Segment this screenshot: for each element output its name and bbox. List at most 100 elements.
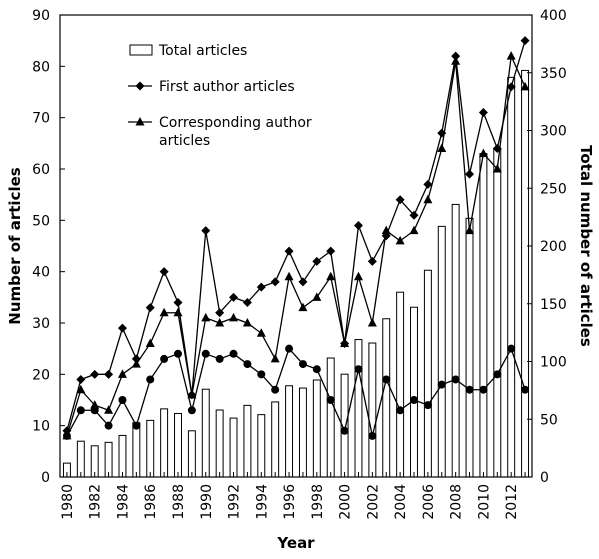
circle-marker-1985 [132, 421, 141, 430]
total-bar-2012 [507, 76, 516, 478]
total-bar-1994 [257, 414, 266, 478]
legend-label-corresponding-2: articles [159, 133, 210, 149]
total-bar-1983 [104, 441, 113, 478]
x-tick-label: 1984 [115, 484, 131, 520]
right-axis-title: Total number of articles [577, 145, 595, 347]
diamond-marker-1994 [256, 282, 266, 292]
diamond-marker-2005 [409, 210, 419, 220]
diamond-marker-1986 [145, 303, 155, 313]
triangle-marker-1987 [159, 307, 169, 317]
triangle-marker-2007 [437, 143, 447, 152]
diamond-marker-2001 [353, 220, 363, 230]
circle-marker-2002 [368, 431, 377, 440]
triangle-marker-1999 [326, 271, 336, 281]
total-bar-1998 [312, 379, 321, 478]
total-bar-2011 [493, 148, 502, 478]
diamond-marker-1991 [215, 308, 225, 318]
right-tick-label: 250 [540, 181, 567, 197]
triangle-marker-2006 [423, 194, 433, 204]
diamond-marker-2002 [367, 256, 377, 266]
triangle-marker-2002 [367, 318, 377, 327]
triangle-marker-2000 [340, 338, 350, 348]
diamond-marker-2004 [395, 195, 405, 205]
total-bar-1991 [215, 409, 224, 478]
total-bar-1989 [187, 430, 196, 478]
circle-marker-1988 [174, 349, 182, 358]
diamond-marker-1997 [298, 277, 308, 287]
diamond-marker-2012 [506, 82, 516, 92]
total-bar-1997 [298, 387, 307, 478]
right-tick-label: 350 [540, 66, 567, 82]
circle-marker-1996 [285, 344, 294, 353]
circle-marker-1998 [312, 365, 321, 374]
x-tick-label: 1994 [254, 484, 270, 520]
triangle-marker-2001 [353, 271, 363, 281]
diamond-marker-2010 [478, 108, 488, 118]
total-bar-1995 [271, 401, 280, 478]
circle-marker-1999 [326, 396, 335, 404]
triangle-marker-1993 [242, 318, 252, 327]
triangle-marker-1982 [90, 400, 100, 409]
left-axis-ticks: 0 10 20 30 40 50 60 70 80 90 [32, 8, 65, 486]
right-tick-label: 150 [540, 297, 567, 313]
diamond-marker-1981 [76, 374, 86, 384]
diamond-marker-1983 [104, 369, 114, 379]
legend-marker-diamond [135, 81, 145, 91]
circle-marker-1997 [298, 360, 307, 369]
circle-marker-1993 [243, 360, 252, 369]
circle-marker-1994 [257, 370, 266, 379]
circle-marker-1990 [201, 349, 210, 358]
diamond-marker-1996 [284, 246, 294, 256]
diamond-marker-2011 [492, 143, 502, 153]
diamond-marker-1993 [242, 297, 252, 307]
triangle-marker-1992 [229, 312, 239, 322]
total-bar-1987 [160, 408, 169, 478]
circle-marker-1991 [215, 354, 224, 363]
total-bar-1999 [326, 357, 335, 478]
circle-marker-1984 [118, 396, 127, 404]
x-tick-label: 2010 [476, 484, 492, 520]
triangle-marker-2012 [506, 51, 516, 60]
circle-marker-1982 [90, 406, 99, 415]
x-tick-label: 1990 [199, 484, 215, 520]
total-bar-2004 [396, 291, 405, 478]
legend-label-first: First author articles [159, 79, 295, 95]
total-bar-2007 [437, 225, 446, 478]
circle-marker-2012 [507, 344, 516, 353]
x-tick-label: 2000 [338, 484, 354, 520]
diamond-marker-1992 [229, 292, 239, 302]
legend: Total articles First author articles Cor… [128, 43, 312, 149]
left-tick-label: 70 [32, 111, 50, 127]
triangle-marker-2008 [451, 56, 461, 65]
total-bar-1986 [146, 419, 155, 478]
x-axis-title: Year [276, 534, 315, 552]
diamond-marker-1995 [270, 277, 280, 287]
triangle-marker-1984 [117, 369, 127, 378]
triangle-marker-1996 [284, 271, 294, 281]
circle-marker-2007 [437, 380, 446, 389]
triangle-marker-1990 [201, 312, 211, 322]
triangle-marker-1985 [131, 359, 141, 368]
x-tick-label: 2012 [504, 484, 520, 520]
total-bar-1988 [174, 412, 182, 478]
x-tick-label: 1980 [60, 484, 76, 520]
legend-marker-triangle [135, 117, 145, 126]
total-bar-1992 [229, 417, 238, 478]
triangle-marker-1995 [270, 353, 280, 363]
total-bar-2003 [382, 318, 391, 478]
x-tick-label: 1998 [310, 484, 326, 520]
triangle-series-line [66, 53, 526, 437]
legend-label-corresponding-1: Corresponding author [159, 115, 312, 131]
diamond-marker-1999 [326, 246, 336, 256]
triangle-marker-2005 [409, 225, 419, 235]
left-tick-label: 80 [32, 59, 50, 75]
right-tick-label: 100 [540, 355, 567, 371]
circle-marker-1983 [104, 421, 113, 430]
x-tick-label: 2002 [365, 484, 381, 520]
x-tick-label: 1986 [143, 484, 159, 520]
series-lines [66, 40, 526, 437]
total-bar-2013 [521, 69, 530, 478]
x-tick-label: 1996 [282, 484, 298, 520]
total-bar-2010 [479, 153, 488, 478]
left-tick-label: 0 [41, 470, 50, 486]
